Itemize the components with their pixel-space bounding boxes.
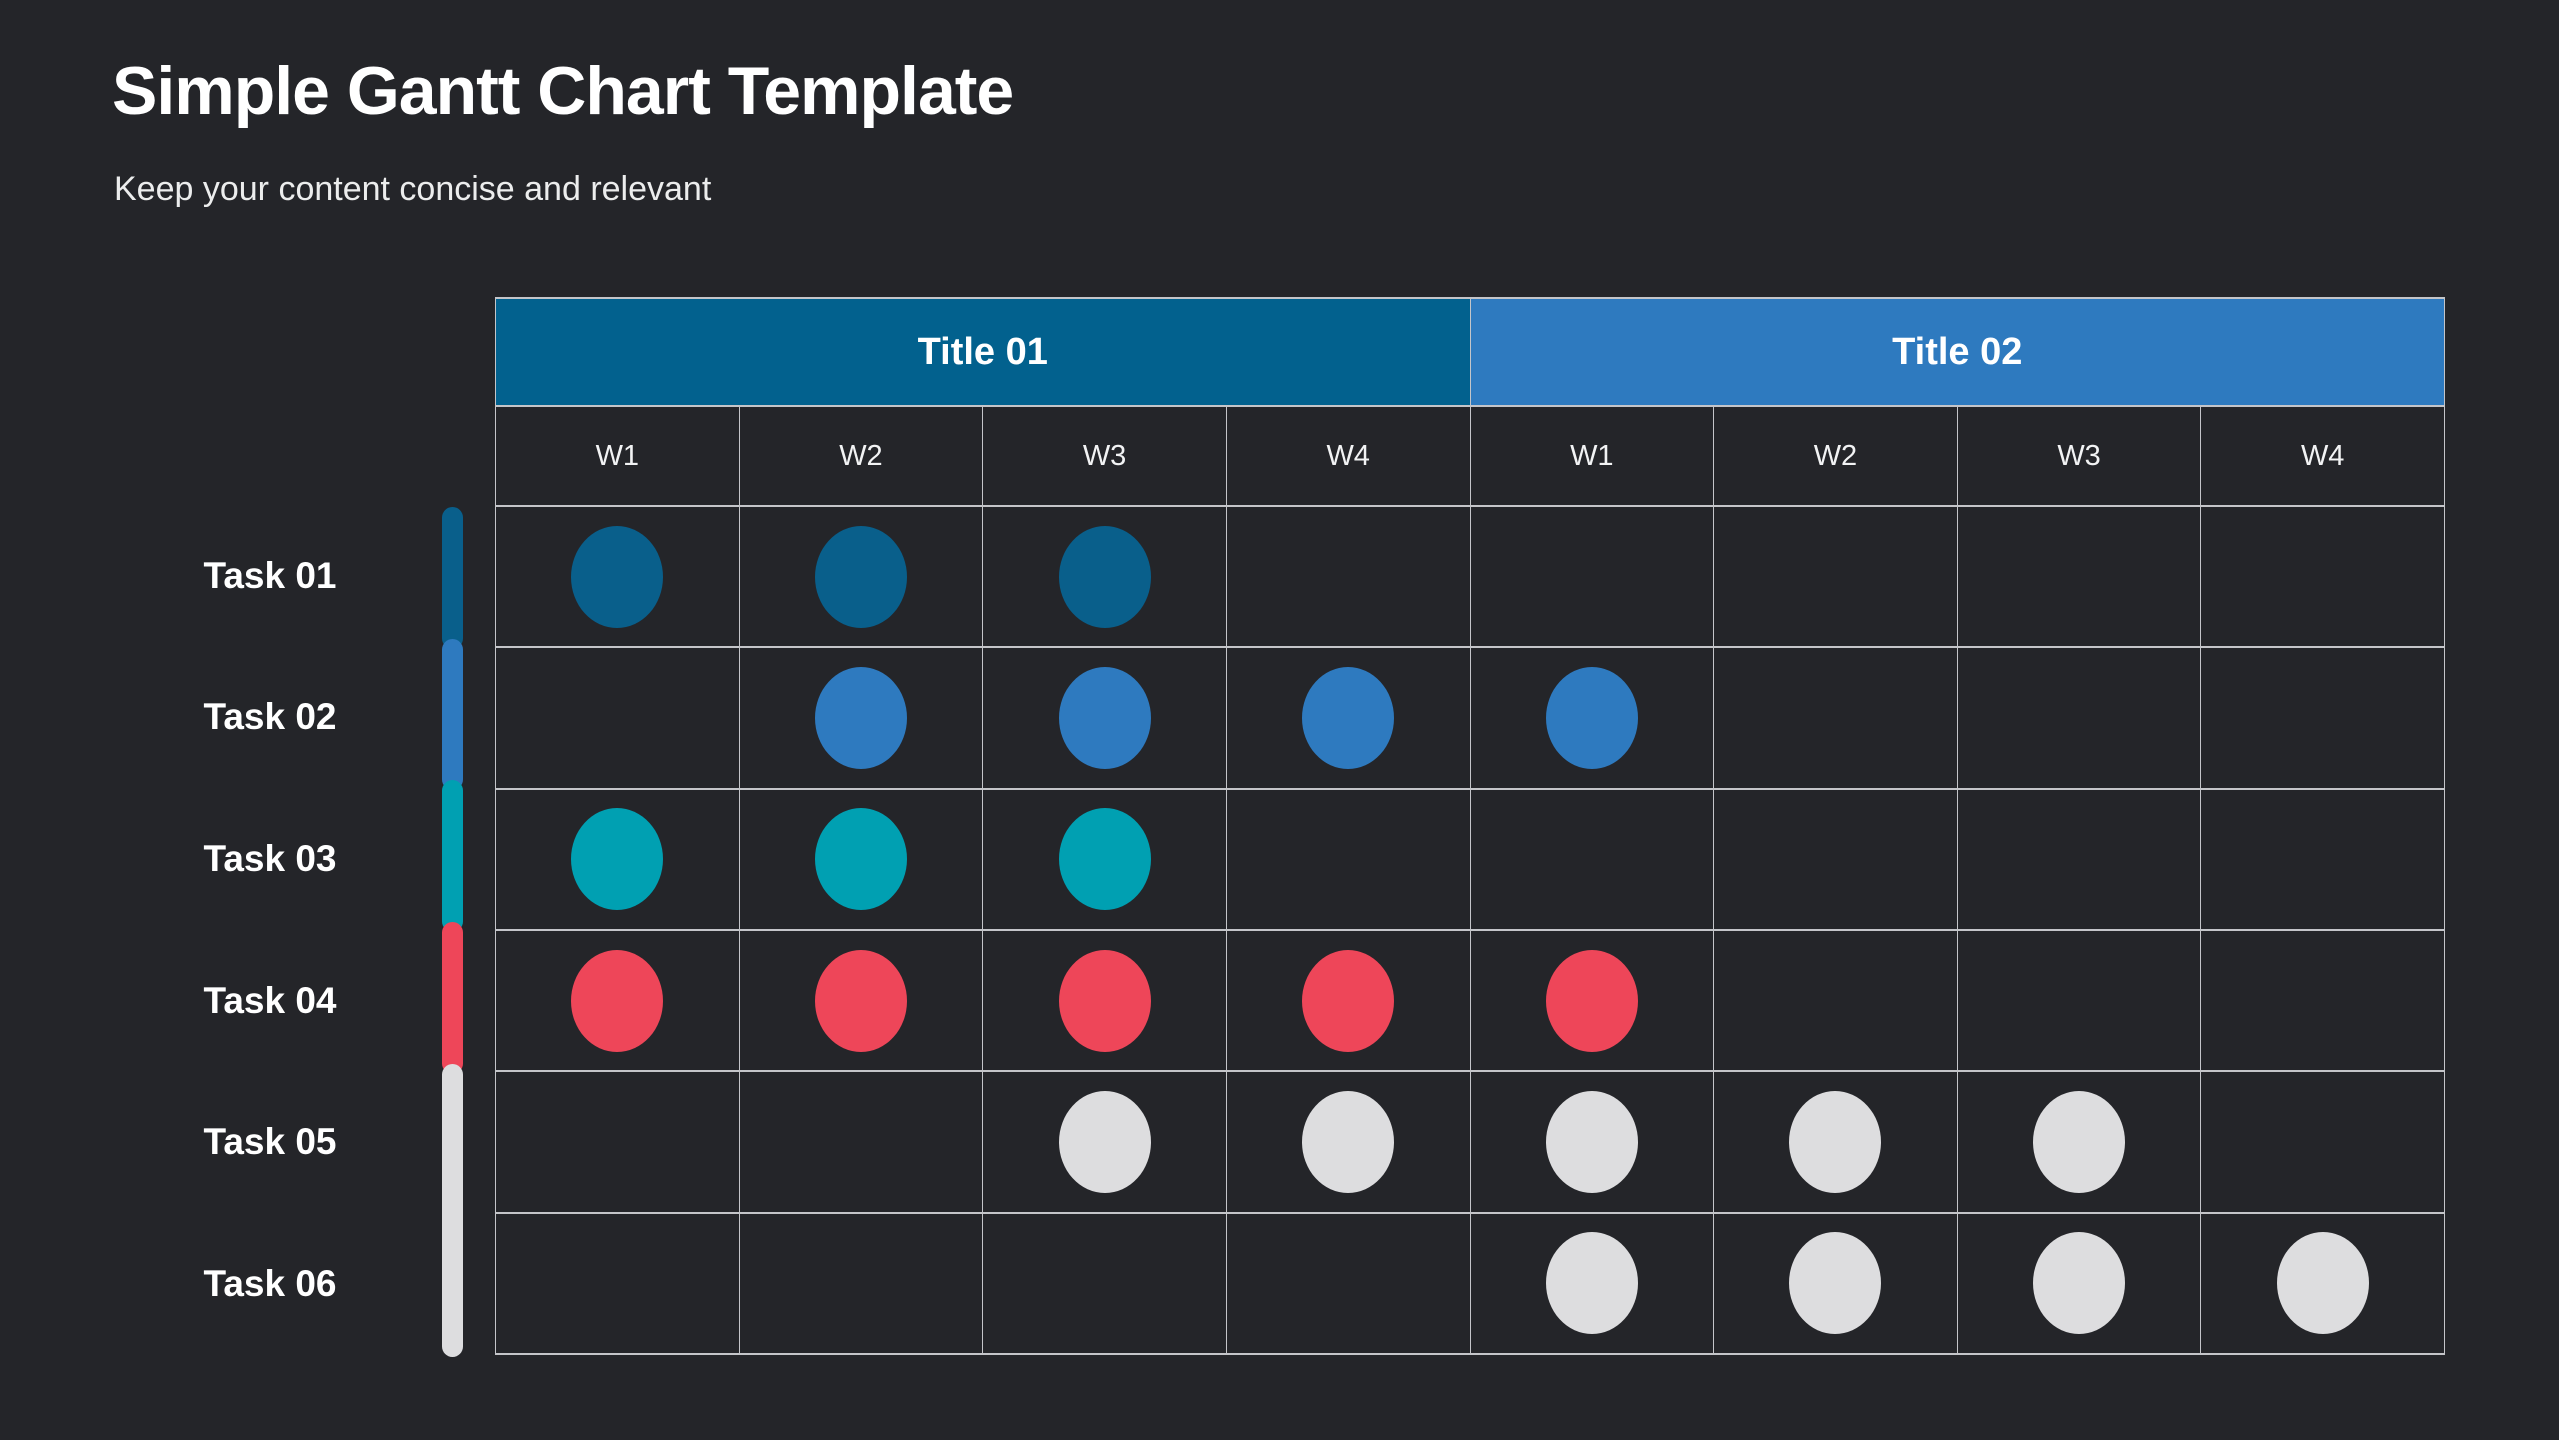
cell-task5-col7 [1957, 1072, 2202, 1214]
week-label-g2-w4: W4 [2201, 407, 2445, 507]
cell-task2-col2 [739, 648, 984, 790]
cell-task5-col6 [1714, 1072, 1958, 1214]
week-label-g2-w3: W3 [1957, 407, 2202, 507]
cell-task4-col3 [983, 930, 1227, 1073]
page-title: Simple Gantt Chart Template [112, 53, 1014, 129]
strip-segment-4 [442, 922, 463, 1074]
task-label-6: Task 06 [203, 1263, 337, 1305]
cell-task1-col7 [1957, 507, 2202, 649]
cell-task5-col5 [1470, 1072, 1715, 1214]
week-label-g2-w2: W2 [1714, 407, 1958, 507]
task-label-3: Task 03 [203, 838, 337, 880]
cell-task5-col1 [496, 1072, 740, 1214]
strip-segment-1 [442, 507, 463, 649]
week-label-g1-w4: W4 [1226, 407, 1471, 507]
cell-task2-col3 [983, 648, 1227, 790]
task1-dot-col3 [1058, 525, 1151, 628]
week-label-g1-w3: W3 [983, 407, 1227, 507]
task4-dot-col1 [571, 949, 664, 1052]
task5-dot-col4 [1302, 1090, 1395, 1193]
cell-task2-col1 [496, 648, 740, 790]
cell-task6-col6 [1714, 1213, 1958, 1355]
task1-dot-col2 [814, 525, 907, 628]
task-label-1: Task 01 [203, 554, 337, 596]
task-label-column: Task 01 Task 02 Task 03 Task 04 Task 05 Task … [130, 505, 410, 1355]
task2-dot-col3 [1058, 666, 1151, 769]
task2-dot-col2 [814, 666, 907, 769]
task6-dot-col5 [1545, 1232, 1638, 1335]
cell-task1-col3 [983, 507, 1227, 649]
task4-dot-col4 [1302, 949, 1395, 1052]
cell-task5-col3 [983, 1072, 1227, 1214]
cell-task3-col8 [2201, 789, 2445, 931]
task1-dot-col1 [571, 525, 664, 628]
cell-task6-col2 [739, 1213, 984, 1355]
task5-dot-col6 [1789, 1090, 1882, 1193]
task-label-5: Task 05 [203, 1121, 337, 1163]
cell-task4-col5 [1470, 930, 1715, 1073]
cell-task6-col5 [1470, 1213, 1715, 1355]
cell-task1-col6 [1714, 507, 1958, 649]
cell-task4-col6 [1714, 930, 1958, 1073]
cell-task3-col5 [1470, 789, 1715, 931]
task3-dot-col1 [571, 808, 664, 911]
cell-task3-col3 [983, 789, 1227, 931]
week-label-g1-w1: W1 [496, 407, 740, 507]
task5-dot-col7 [2033, 1090, 2126, 1193]
cell-task2-col6 [1714, 648, 1958, 790]
page-subtitle: Keep your content concise and relevant [114, 170, 712, 208]
task6-dot-col7 [2033, 1232, 2126, 1335]
task2-dot-col4 [1302, 666, 1395, 769]
cell-task3-col6 [1714, 789, 1958, 931]
cell-task2-col8 [2201, 648, 2445, 790]
cell-task5-col4 [1226, 1072, 1471, 1214]
group-header-2: Title 02 [1470, 299, 2445, 407]
week-label-g2-w1: W1 [1470, 407, 1715, 507]
strip-segment-2 [442, 638, 463, 791]
cell-task2-col4 [1226, 648, 1471, 790]
cell-task1-col4 [1226, 507, 1471, 649]
strip-segment-5 [442, 1063, 463, 1357]
cell-task3-col2 [739, 789, 984, 931]
task3-dot-col3 [1058, 808, 1151, 911]
cell-task3-col1 [496, 789, 740, 931]
task-label-4: Task 04 [203, 979, 337, 1021]
task5-dot-col5 [1545, 1090, 1638, 1193]
cell-task2-col7 [1957, 648, 2202, 790]
task-label-2: Task 02 [203, 696, 337, 738]
cell-task1-col1 [496, 507, 740, 649]
cell-task5-col2 [739, 1072, 984, 1214]
task4-dot-col5 [1545, 949, 1638, 1052]
task3-dot-col2 [814, 808, 907, 911]
group-header-1: Title 01 [496, 299, 1471, 407]
cell-task5-col8 [2201, 1072, 2445, 1214]
task6-dot-col8 [2276, 1232, 2369, 1335]
task4-dot-col3 [1058, 949, 1151, 1052]
cell-task2-col5 [1470, 648, 1715, 790]
cell-task6-col7 [1957, 1213, 2202, 1355]
week-label-g1-w2: W2 [739, 407, 984, 507]
task2-dot-col5 [1545, 666, 1638, 769]
cell-task6-col1 [496, 1213, 740, 1355]
cell-task3-col7 [1957, 789, 2202, 931]
cell-task1-col5 [1470, 507, 1715, 649]
cell-task6-col3 [983, 1213, 1227, 1355]
cell-task1-col8 [2201, 507, 2445, 649]
cell-task1-col2 [739, 507, 984, 649]
cell-task4-col2 [739, 930, 984, 1073]
cell-task4-col1 [496, 930, 740, 1073]
task-color-strip [442, 507, 463, 1357]
cell-task3-col4 [1226, 789, 1471, 931]
cell-task6-col4 [1226, 1213, 1471, 1355]
cell-task4-col8 [2201, 930, 2445, 1073]
task6-dot-col6 [1789, 1232, 1882, 1335]
task4-dot-col2 [814, 949, 907, 1052]
gantt-table: Title 01 Title 02 W1 W2 W3 W4 W1 W2 W3 W4 [495, 297, 2445, 1355]
cell-task4-col7 [1957, 930, 2202, 1073]
cell-task4-col4 [1226, 930, 1471, 1073]
cell-task6-col8 [2201, 1213, 2445, 1355]
strip-segment-3 [442, 780, 463, 932]
task5-dot-col3 [1058, 1090, 1151, 1193]
